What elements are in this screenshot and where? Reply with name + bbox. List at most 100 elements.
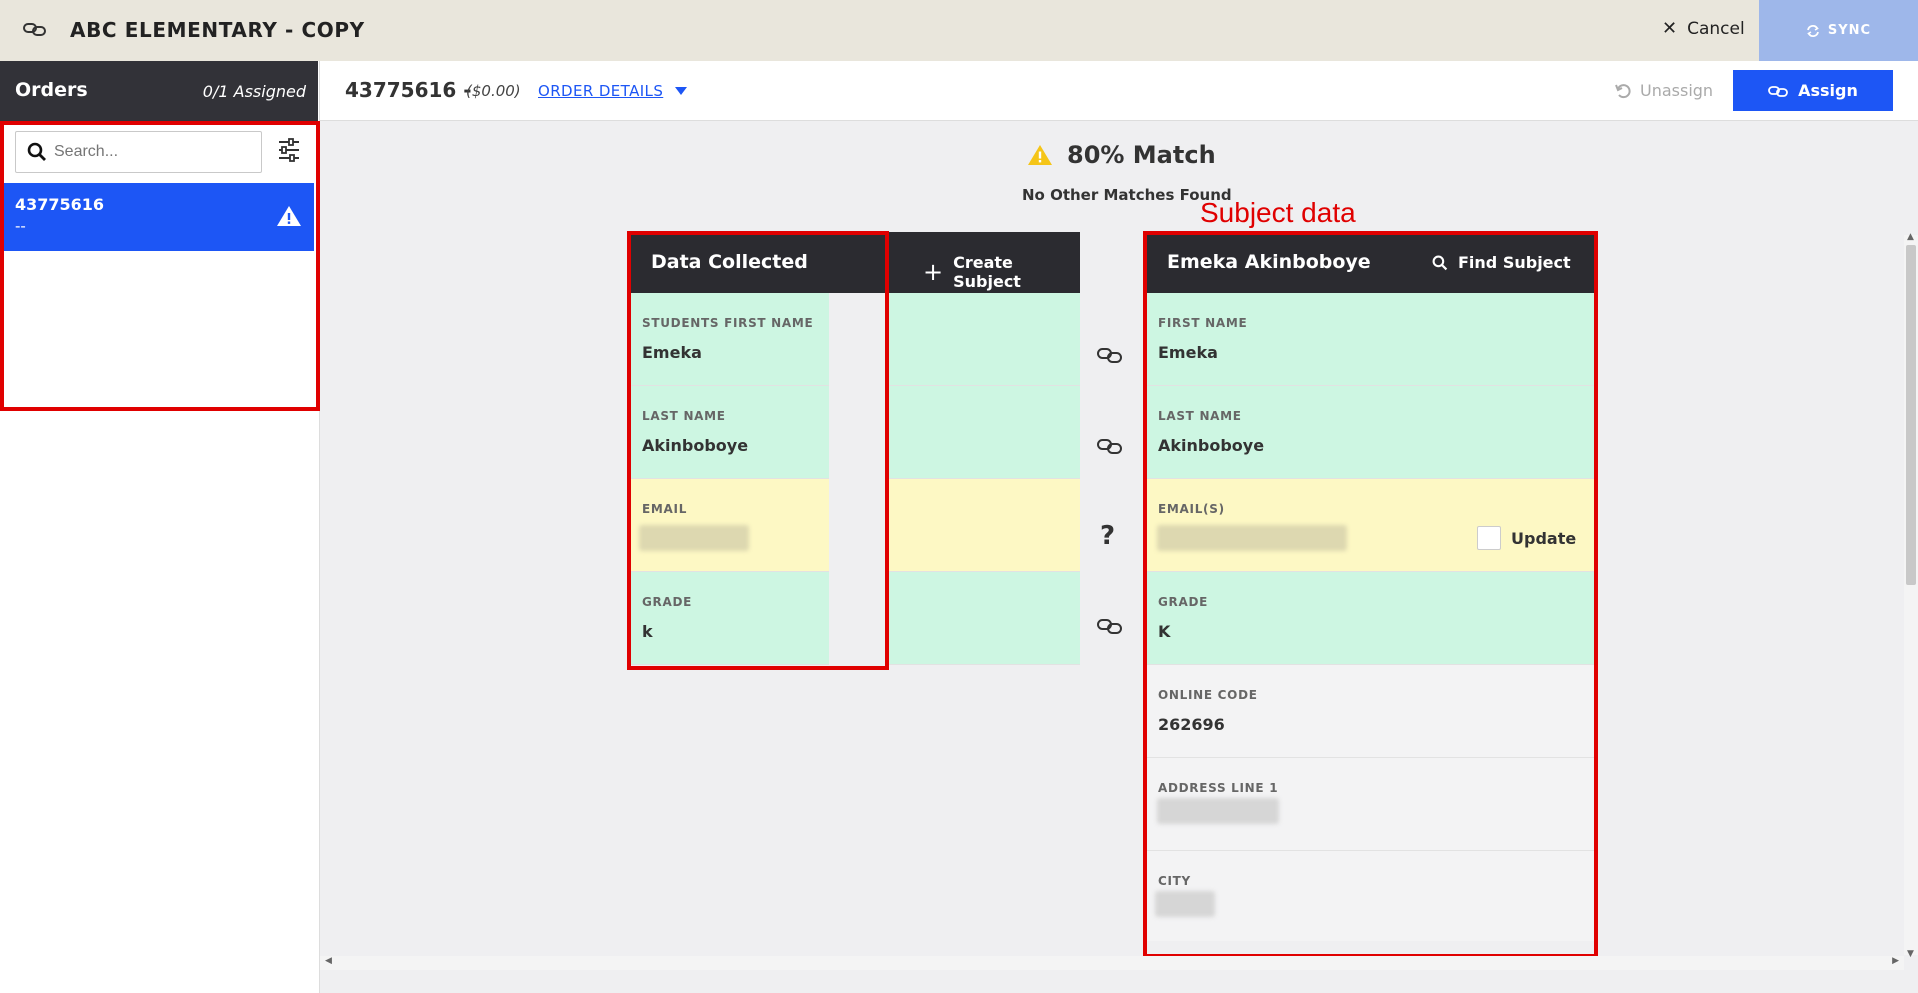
redacted-value: [1155, 891, 1215, 917]
subject-column: Emeka Akinboboye Find Subject FIRST NAME…: [1147, 232, 1594, 941]
field-label: CITY: [1158, 874, 1191, 888]
match-percent: 80% Match: [1067, 141, 1216, 169]
field-label: FIRST NAME: [1158, 316, 1248, 330]
match-area: 80% Match No Other Matches Found Data Co…: [320, 121, 1918, 993]
find-subject-button[interactable]: Find Subject: [1432, 253, 1571, 272]
field-value: Akinboboye: [642, 436, 749, 455]
field-label: ONLINE CODE: [1158, 688, 1258, 702]
top-bar: ABC ELEMENTARY - COPY ✕ Cancel SYNC: [0, 0, 1918, 61]
subj-field-online-code: ONLINE CODE 262696: [1147, 665, 1594, 758]
field-label: GRADE: [1158, 595, 1209, 609]
create-subject-label: Create Subject: [953, 253, 1021, 291]
link-icon: [1768, 85, 1789, 97]
subj-field-last-name: LAST NAME Akinboboye: [1147, 386, 1594, 479]
link-icon: [23, 23, 46, 36]
checkbox[interactable]: [1477, 526, 1501, 550]
subject-name: Emeka Akinboboye: [1167, 251, 1371, 273]
assigned-count: 0/1 Assigned: [202, 82, 306, 101]
subj-field-grade: GRADE K: [1147, 572, 1594, 665]
annotation-label: Subject data: [1200, 197, 1356, 228]
unassign-button[interactable]: Unassign: [1614, 81, 1713, 100]
create-subject-button[interactable]: + Create Subject: [923, 253, 1080, 291]
unassign-label: Unassign: [1640, 81, 1714, 100]
page-title: ABC ELEMENTARY - COPY: [70, 18, 365, 42]
warning-icon: [1028, 145, 1052, 165]
data-collected-column: Data Collected STUDENTS FIRST NAME Emeka…: [631, 232, 829, 665]
order-details-link[interactable]: ORDER DETAILS: [538, 82, 664, 100]
order-sub: --: [15, 217, 26, 235]
link-icon[interactable]: [1096, 614, 1124, 638]
search-input[interactable]: [54, 140, 254, 164]
subj-field-city: CITY: [1147, 851, 1594, 941]
sync-button[interactable]: SYNC: [1759, 0, 1918, 61]
horizontal-scrollbar[interactable]: ◀ ▶: [320, 956, 1904, 970]
dc-field-email: EMAIL: [631, 479, 829, 572]
question-icon[interactable]: ?: [1100, 521, 1116, 551]
subj-field-first-name: FIRST NAME Emeka: [1147, 293, 1594, 386]
create-cell: [889, 479, 1080, 572]
sync-icon: [1807, 24, 1819, 37]
undo-icon: [1615, 83, 1631, 98]
cancel-button[interactable]: ✕ Cancel: [1662, 18, 1745, 39]
scroll-thumb[interactable]: [1906, 245, 1916, 585]
subject-header: Emeka Akinboboye Find Subject: [1147, 232, 1594, 293]
scroll-right-icon[interactable]: ▶: [1892, 956, 1899, 966]
find-subject-label: Find Subject: [1458, 253, 1571, 272]
subj-field-address: ADDRESS LINE 1: [1147, 758, 1594, 851]
dc-field-last-name: LAST NAME Akinboboye: [631, 386, 829, 479]
orders-panel: Orders 0/1 Assigned 43775616 --: [0, 61, 320, 993]
scroll-down-icon[interactable]: ▼: [1907, 949, 1914, 959]
close-icon: ✕: [1662, 18, 1678, 39]
orders-title: Orders: [15, 79, 88, 101]
data-collected-header: Data Collected: [631, 232, 829, 293]
subj-field-email: EMAIL(S) Update: [1147, 479, 1594, 572]
link-icon[interactable]: [1096, 343, 1124, 367]
create-cell: [889, 386, 1080, 479]
update-checkbox[interactable]: Update: [1477, 526, 1576, 550]
redacted-value: [639, 525, 749, 551]
create-cell: [889, 293, 1080, 386]
order-id: 43775616: [15, 195, 105, 214]
field-label: LAST NAME: [642, 409, 726, 423]
link-icon[interactable]: [1096, 434, 1124, 458]
field-label: EMAIL(S): [1158, 502, 1225, 516]
field-value: Akinboboye: [1158, 436, 1265, 455]
match-note: No Other Matches Found: [1022, 186, 1232, 204]
dc-field-first-name: STUDENTS FIRST NAME Emeka: [631, 293, 829, 386]
chevron-down-icon[interactable]: [675, 87, 687, 95]
field-label: LAST NAME: [1158, 409, 1242, 423]
field-label: EMAIL: [642, 502, 688, 516]
field-value: Emeka: [1158, 343, 1218, 362]
dc-field-grade: GRADE k: [631, 572, 829, 665]
field-value: K: [1158, 622, 1171, 641]
scroll-up-icon[interactable]: ▲: [1907, 232, 1914, 242]
field-value: 262696: [1158, 715, 1225, 734]
cancel-label: Cancel: [1687, 18, 1745, 39]
warning-icon: [277, 206, 301, 226]
create-subject-column: + Create Subject: [829, 232, 1080, 665]
field-label: STUDENTS FIRST NAME: [642, 316, 814, 330]
create-subject-header: + Create Subject: [829, 232, 1080, 293]
order-price: ($0.00): [466, 82, 521, 100]
field-value: Emeka: [642, 343, 702, 362]
search-box[interactable]: [15, 131, 262, 173]
scroll-left-icon[interactable]: ◀: [325, 956, 332, 966]
order-header-id: 43775616 -: [345, 78, 472, 102]
orders-header: Orders 0/1 Assigned: [0, 61, 318, 121]
update-label: Update: [1511, 528, 1577, 548]
assign-label: Assign: [1798, 81, 1858, 100]
search-icon: [27, 142, 46, 161]
search-icon: [1432, 255, 1448, 270]
filter-icon[interactable]: [277, 137, 301, 163]
vertical-scrollbar[interactable]: ▲ ▼: [1904, 232, 1918, 959]
create-cell: [889, 572, 1080, 665]
redacted-value: [1157, 525, 1347, 551]
field-label: ADDRESS LINE 1: [1158, 781, 1279, 795]
sync-label: SYNC: [1827, 23, 1872, 38]
order-list-item[interactable]: 43775616 --: [4, 183, 314, 251]
match-summary: 80% Match: [1027, 141, 1216, 169]
field-label: GRADE: [642, 595, 693, 609]
data-collected-title: Data Collected: [651, 251, 808, 273]
redacted-value: [1157, 798, 1279, 824]
assign-button[interactable]: Assign: [1733, 70, 1893, 111]
